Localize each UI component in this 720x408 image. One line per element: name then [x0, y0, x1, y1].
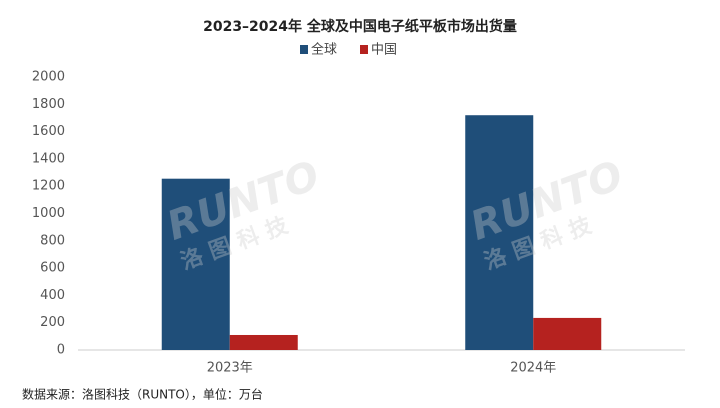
- legend-label: 全球: [311, 42, 337, 58]
- legend-label: 中国: [371, 43, 397, 58]
- chart-title: 2023–2024年 全球及中国电子纸平板市场出货量: [203, 18, 517, 35]
- y-tick-label: 1600: [32, 124, 65, 139]
- source-note: 数据来源：洛图科技（RUNTO），单位：万台: [22, 387, 263, 402]
- y-tick-label: 1200: [32, 179, 65, 194]
- bar: [161, 178, 230, 350]
- bar: [229, 334, 298, 350]
- x-tick-label: 2024年: [510, 361, 556, 376]
- y-tick-label: 1000: [32, 206, 65, 221]
- y-tick-label: 1800: [32, 97, 65, 112]
- y-tick-label: 2000: [32, 70, 65, 85]
- y-tick-label: 800: [40, 233, 65, 248]
- y-tick-label: 1400: [32, 151, 65, 166]
- bar: [465, 115, 534, 350]
- x-tick-label: 2023年: [207, 361, 253, 376]
- legend-swatch: [300, 45, 308, 54]
- y-tick-label: 600: [40, 261, 65, 276]
- legend-swatch: [360, 45, 368, 54]
- bar: [533, 317, 602, 350]
- y-tick-label: 200: [40, 315, 65, 330]
- y-tick-label: 400: [40, 288, 65, 303]
- y-tick-label: 0: [57, 343, 65, 358]
